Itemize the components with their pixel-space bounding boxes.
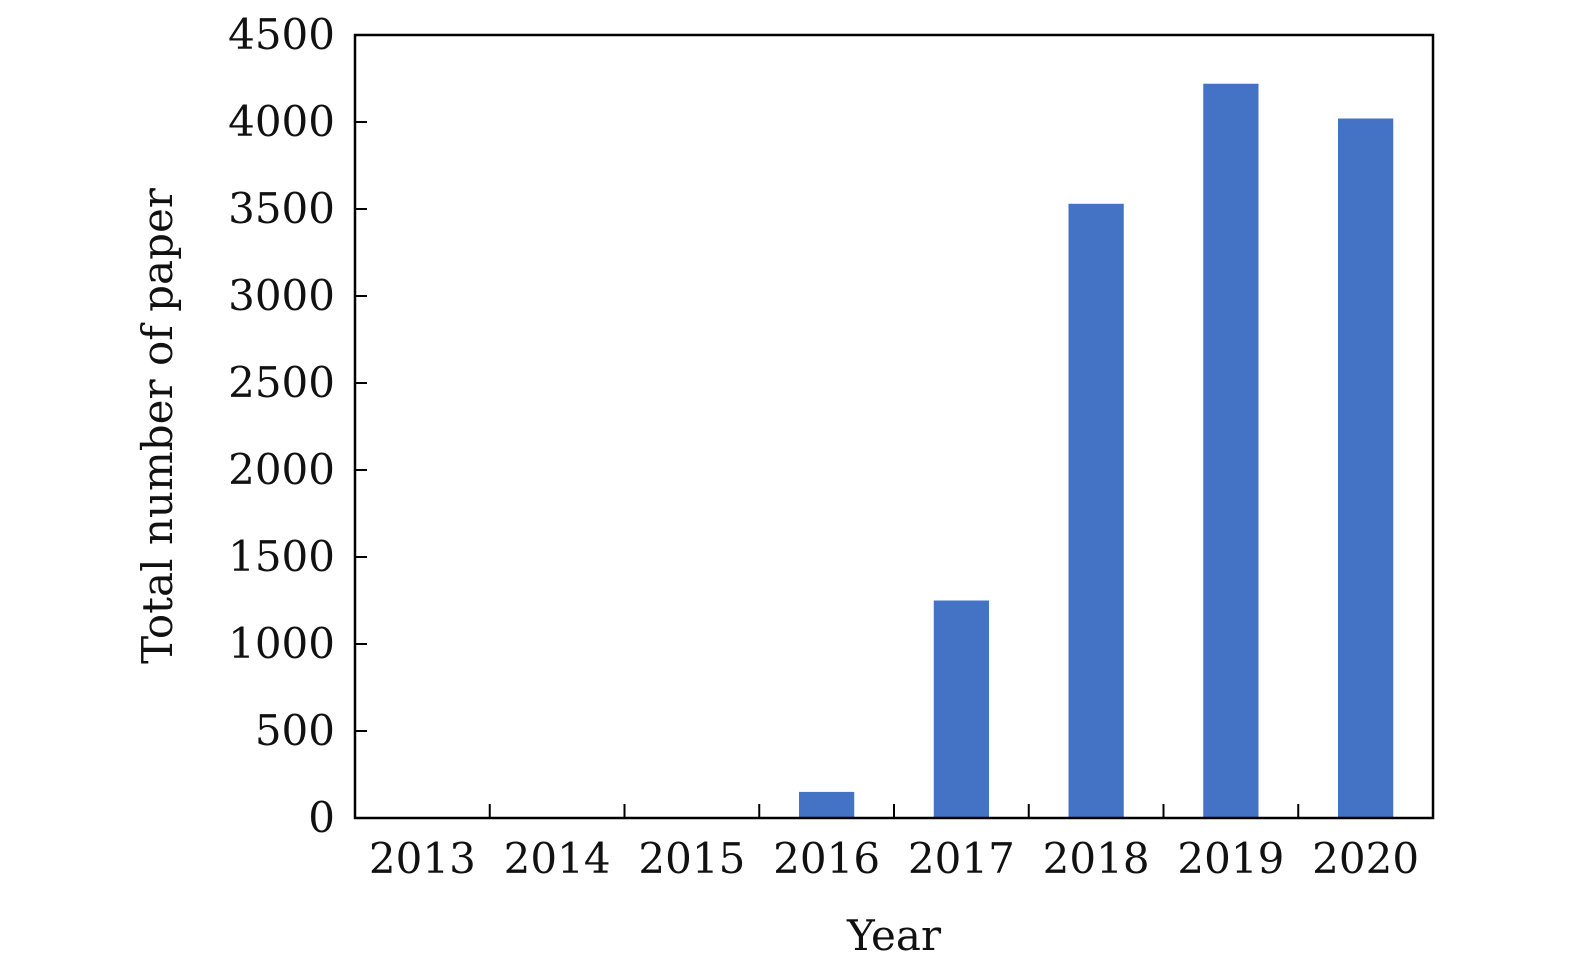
y-axis-title: Total number of paper (133, 187, 182, 664)
y-tick-label: 4000 (228, 97, 335, 146)
x-tick-label: 2014 (504, 834, 611, 883)
axes-layer (353, 33, 1435, 820)
y-tick-label: 0 (308, 793, 335, 842)
x-tick-label: 2016 (773, 834, 880, 883)
y-tick-label: 3000 (228, 271, 335, 320)
y-tick-label: 4500 (228, 10, 335, 59)
bar-2018 (1068, 203, 1124, 818)
y-axis-ticks: 0 500 1000 1500 2000 2500 3000 3500 4000 4500 (228, 10, 367, 842)
x-axis-title: Year (846, 911, 942, 960)
x-tick-label: 2017 (908, 834, 1015, 883)
x-tick-label: 2013 (369, 834, 476, 883)
bar-2016 (799, 791, 855, 818)
y-tick-label: 1500 (228, 532, 335, 581)
bar-2020 (1338, 118, 1394, 818)
y-tick-label: 500 (255, 706, 335, 755)
y-tick-label: 1000 (228, 619, 335, 668)
bar-2019 (1203, 83, 1259, 819)
bars-layer (799, 83, 1394, 819)
y-tick-label: 2000 (228, 445, 335, 494)
bar-2017 (933, 600, 989, 818)
x-tick-label: 2015 (638, 834, 745, 883)
x-tick-label: 2018 (1043, 834, 1150, 883)
x-axis-ticks: 2013 2014 2015 2016 2017 2018 2019 2020 (369, 804, 1419, 883)
x-tick-label: 2020 (1312, 834, 1419, 883)
x-tick-label: 2019 (1177, 834, 1284, 883)
y-tick-label: 3500 (228, 184, 335, 233)
plot-frame (353, 33, 1435, 820)
y-tick-label: 2500 (228, 358, 335, 407)
